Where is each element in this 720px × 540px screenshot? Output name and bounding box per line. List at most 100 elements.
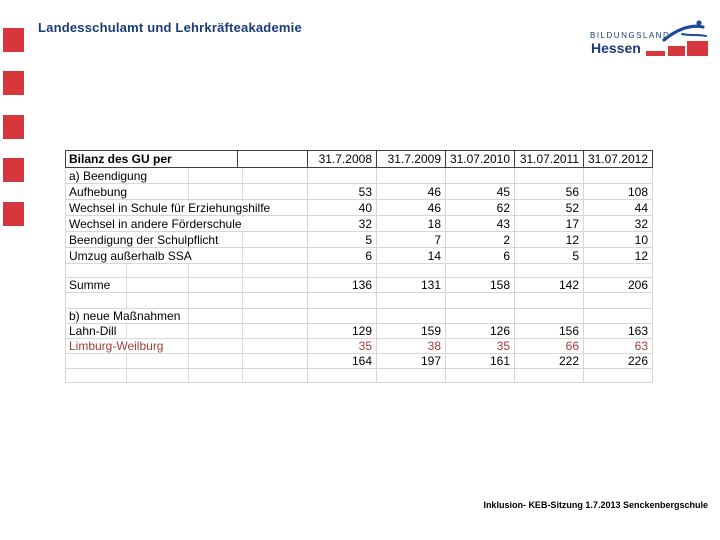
cell-value: [377, 264, 446, 278]
cell-gridline: [188, 324, 189, 338]
cell-gridline: [242, 354, 243, 368]
cell-gridline: [126, 324, 127, 338]
row-label: Aufhebung: [66, 184, 130, 199]
cell-gridline: [126, 278, 127, 292]
cell-value: 56: [515, 184, 584, 200]
row-label-cell: Limburg-Weilburg: [65, 339, 308, 354]
column-header: 31.07.2010: [446, 150, 515, 168]
cell-value: 226: [584, 354, 653, 369]
row-label-cell: [65, 293, 308, 309]
cell-value: [515, 369, 584, 383]
cell-value: 35: [446, 339, 515, 354]
column-header: 31.07.2012: [584, 150, 653, 168]
cell-gridline: [188, 168, 189, 183]
cell-gridline: [126, 369, 127, 382]
cell-value: 32: [308, 216, 377, 232]
cell-value: [446, 293, 515, 309]
table-row: b) neue Maßnahmen: [65, 309, 653, 324]
row-label: Umzug außerhalb SSA: [66, 248, 194, 263]
cell-value: [515, 264, 584, 278]
column-header: 31.7.2008: [308, 150, 377, 168]
cell-value: 35: [308, 339, 377, 354]
table-row: a) Beendigung: [65, 168, 653, 184]
hessen-logo: BILDUNGSLAND Hessen: [586, 17, 710, 61]
cell-value: 5: [308, 232, 377, 248]
cell-value: 44: [584, 200, 653, 216]
footer-note: Inklusion- KEB-Sitzung 1.7.2013 Senckenb…: [483, 500, 708, 510]
cell-value: [308, 168, 377, 184]
cell-value: 159: [377, 324, 446, 339]
cell-value: [584, 168, 653, 184]
row-label-cell: a) Beendigung: [65, 168, 308, 184]
cell-gridline: [126, 293, 127, 308]
table-body: a) Beendigung Aufhebung 53 46 45 56 108 Wechsel…: [65, 168, 653, 383]
cell-value: [377, 369, 446, 383]
cell-value: [446, 168, 515, 184]
accent-square: [3, 158, 24, 182]
cell-value: 45: [446, 184, 515, 200]
row-label: b) neue Maßnahmen: [66, 309, 183, 323]
table-row: Wechsel in andere Förderschule 32 18 43 17 32: [65, 216, 653, 232]
row-label-cell: b) neue Maßnahmen: [65, 309, 308, 324]
row-label: Wechsel in Schule für Erziehungshilfe: [66, 200, 273, 215]
cell-value: 142: [515, 278, 584, 293]
row-label: Summe: [66, 278, 113, 292]
cell-value: [377, 309, 446, 324]
cell-gridline: [126, 354, 127, 368]
cell-value: [584, 309, 653, 324]
cell-value: 7: [377, 232, 446, 248]
cell-value: 38: [377, 339, 446, 354]
cell-value: 32: [584, 216, 653, 232]
cell-gridline: [242, 232, 243, 247]
cell-gridline: [188, 339, 189, 353]
accent-square: [3, 71, 24, 95]
table-row: Wechsel in Schule für Erziehungshilfe 40 4…: [65, 200, 653, 216]
cell-value: [584, 264, 653, 278]
cell-value: [308, 369, 377, 383]
cell-value: 163: [584, 324, 653, 339]
cell-value: 5: [515, 248, 584, 264]
cell-value: 43: [446, 216, 515, 232]
cell-gridline: [242, 339, 243, 353]
table-row: Limburg-Weilburg 35 38 35 66 63: [65, 339, 653, 354]
cell-gridline: [188, 293, 189, 308]
cell-gridline: [188, 278, 189, 292]
header-empty-cell: [238, 150, 308, 168]
cell-value: [377, 168, 446, 184]
row-label: Limburg-Weilburg: [66, 339, 166, 353]
cell-value: 18: [377, 216, 446, 232]
cell-value: 12: [584, 248, 653, 264]
cell-gridline: [126, 264, 127, 277]
logo-text-hessen: Hessen: [591, 40, 641, 56]
table-row: Umzug außerhalb SSA 6 14 6 5 12: [65, 248, 653, 264]
cell-value: 206: [584, 278, 653, 293]
row-label-cell: [65, 369, 308, 383]
cell-value: [584, 293, 653, 309]
cell-value: 129: [308, 324, 377, 339]
row-label-cell: Wechsel in andere Förderschule: [65, 216, 308, 232]
accent-square: [3, 28, 24, 52]
table-title-cell: Bilanz des GU per: [65, 150, 238, 168]
table-row: [65, 293, 653, 309]
table-row: 164 197 161 222 226: [65, 354, 653, 369]
row-label: Wechsel in andere Förderschule: [66, 216, 244, 231]
cell-gridline: [188, 354, 189, 368]
cell-value: 126: [446, 324, 515, 339]
cell-value: 14: [377, 248, 446, 264]
cell-value: [584, 369, 653, 383]
cell-value: 40: [308, 200, 377, 216]
row-label-cell: Summe: [65, 278, 308, 293]
bilanz-table: Bilanz des GU per 31.7.2008 31.7.2009 31…: [65, 150, 653, 383]
cell-value: 52: [515, 200, 584, 216]
logo-bar-medium: [668, 46, 685, 56]
cell-value: [377, 293, 446, 309]
table-row: [65, 264, 653, 278]
cell-value: 6: [308, 248, 377, 264]
cell-value: 66: [515, 339, 584, 354]
cell-value: 6: [446, 248, 515, 264]
row-label: Beendigung der Schulpflicht: [66, 232, 221, 247]
logo-bar-large: [687, 41, 708, 56]
cell-gridline: [242, 184, 243, 199]
cell-gridline: [242, 278, 243, 292]
row-label-cell: Umzug außerhalb SSA: [65, 248, 308, 264]
